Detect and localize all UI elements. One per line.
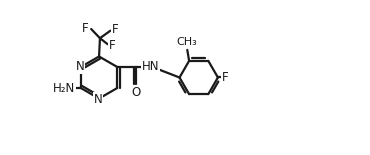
Text: HN: HN — [141, 60, 159, 73]
Text: F: F — [83, 22, 89, 35]
Text: N: N — [75, 60, 84, 73]
Text: F: F — [222, 71, 229, 84]
Text: F: F — [109, 39, 116, 52]
Text: CH₃: CH₃ — [176, 37, 197, 47]
Text: H₂N: H₂N — [53, 82, 75, 95]
Text: N: N — [94, 93, 102, 106]
Text: O: O — [132, 86, 141, 99]
Text: F: F — [112, 23, 118, 36]
